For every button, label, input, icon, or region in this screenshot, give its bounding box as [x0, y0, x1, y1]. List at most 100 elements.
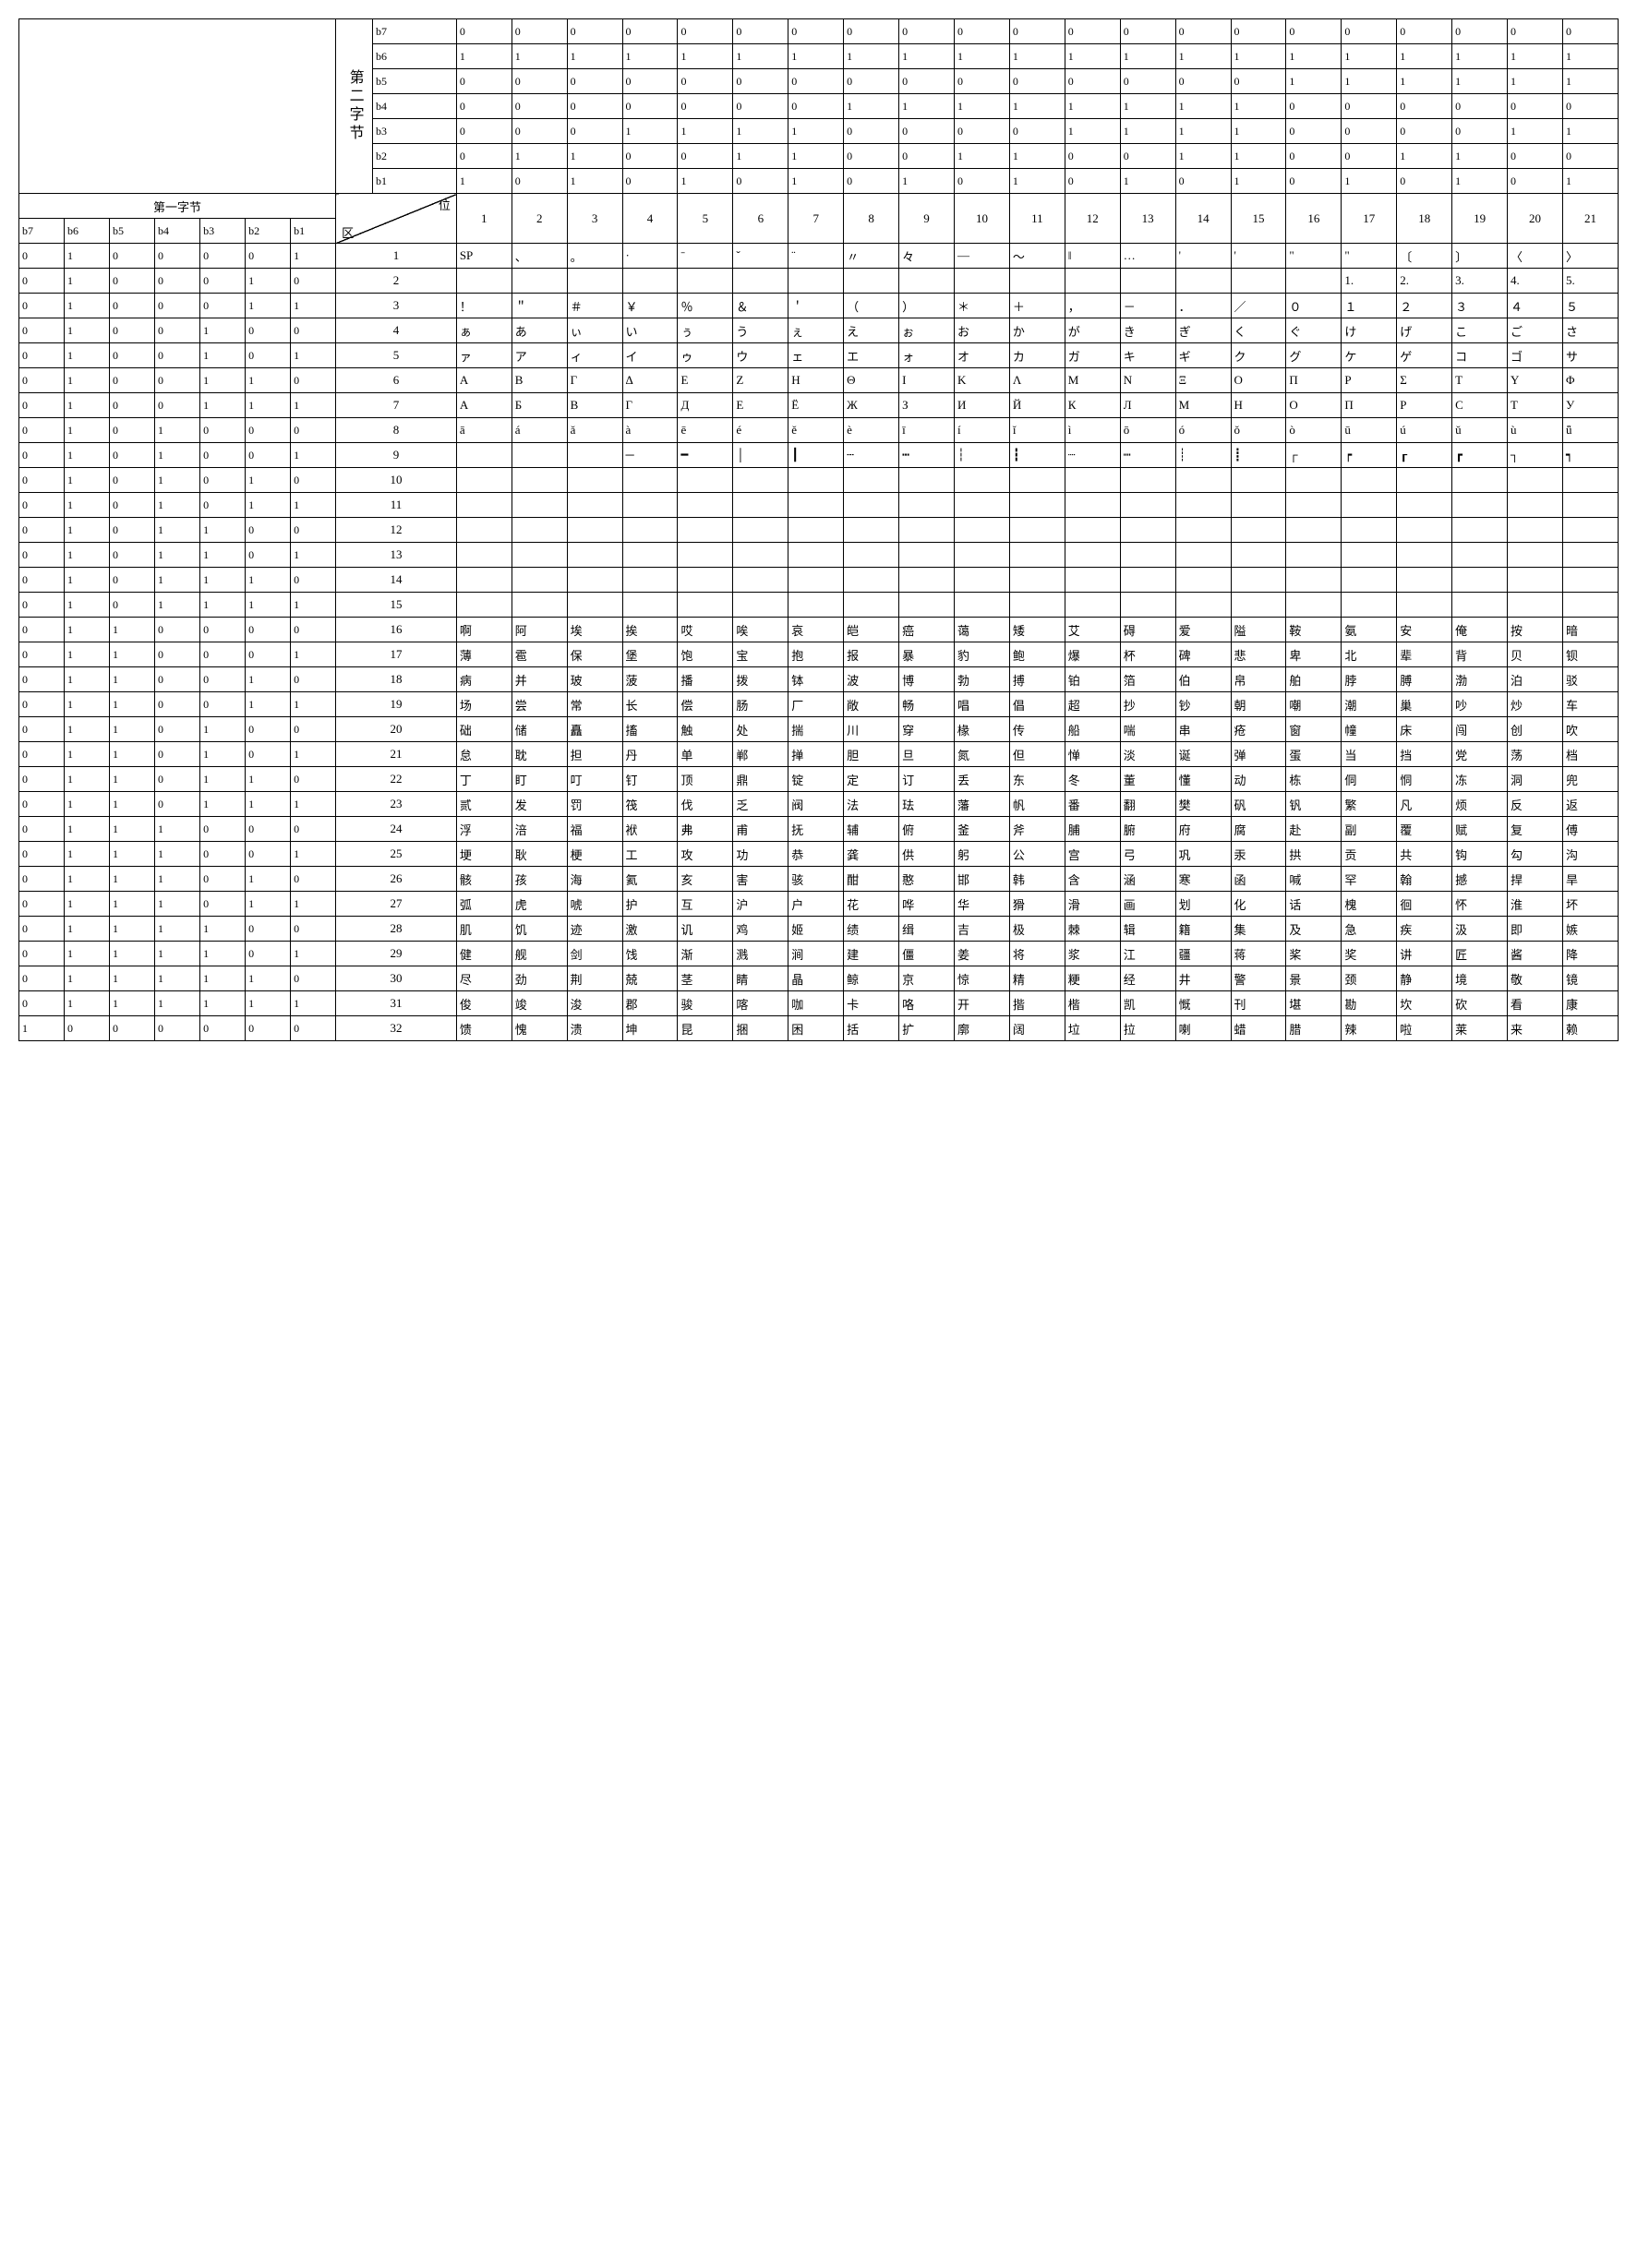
- first-byte-header-b5: b5: [110, 219, 155, 244]
- data-cell: [899, 269, 955, 294]
- first-byte-bit: 1: [155, 942, 200, 966]
- second-byte-b3-col7: 1: [788, 119, 844, 144]
- data-cell: け: [1342, 318, 1397, 343]
- data-cell: 俺: [1452, 618, 1508, 642]
- second-byte-b3-col17: 0: [1342, 119, 1397, 144]
- data-cell: Ξ: [1175, 368, 1231, 393]
- second-byte-b4-col18: 0: [1397, 94, 1452, 119]
- second-byte-b5-col4: 0: [622, 69, 678, 94]
- data-cell: 巩: [1175, 842, 1231, 867]
- data-cell: è: [844, 418, 899, 443]
- first-byte-bit: 1: [19, 1016, 65, 1041]
- first-byte-bit: 1: [65, 493, 110, 518]
- data-cell: [1397, 543, 1452, 568]
- first-byte-bit: 1: [65, 368, 110, 393]
- data-cell: 矗: [567, 717, 622, 742]
- data-cell: 赴: [1286, 817, 1342, 842]
- first-byte-bit: 1: [65, 543, 110, 568]
- table-row: 011001018病并玻菠播拨钵波博勃搏铂箔伯帛舶脖膊渤泊驳: [19, 667, 1619, 692]
- data-cell: ┆: [954, 443, 1009, 468]
- data-cell: 场: [456, 692, 512, 717]
- data-cell: ┑: [1562, 443, 1618, 468]
- data-cell: 困: [788, 1016, 844, 1041]
- data-cell: 酣: [844, 867, 899, 892]
- data-cell: [844, 568, 899, 593]
- data-cell: 腑: [1120, 817, 1175, 842]
- second-byte-b5-col10: 0: [954, 69, 1009, 94]
- data-cell: [1452, 493, 1508, 518]
- first-byte-bit: 1: [291, 443, 336, 468]
- data-cell: 兢: [622, 966, 678, 991]
- second-byte-b4-col4: 0: [622, 94, 678, 119]
- first-byte-bit: 0: [200, 269, 246, 294]
- first-byte-bit: 1: [246, 991, 291, 1016]
- qu-number: 29: [336, 942, 457, 966]
- data-cell: 护: [622, 892, 678, 917]
- data-cell: ǒ: [1231, 418, 1286, 443]
- first-byte-bit: 0: [246, 917, 291, 942]
- data-cell: ＂: [512, 294, 567, 318]
- second-byte-b4-col19: 0: [1452, 94, 1508, 119]
- data-cell: ó: [1175, 418, 1231, 443]
- first-byte-bit: 0: [19, 543, 65, 568]
- data-cell: 姬: [788, 917, 844, 942]
- bit-name-b3: b3: [373, 119, 457, 144]
- first-byte-bit: 0: [19, 269, 65, 294]
- data-cell: 叮: [567, 767, 622, 792]
- data-cell: 京: [899, 966, 955, 991]
- data-cell: 户: [788, 892, 844, 917]
- first-byte-bit: 1: [65, 568, 110, 593]
- first-byte-bit: 0: [19, 568, 65, 593]
- first-byte-bit: 0: [200, 892, 246, 917]
- first-byte-bit: 1: [246, 792, 291, 817]
- data-cell: 乏: [733, 792, 788, 817]
- first-byte-bit: 1: [65, 867, 110, 892]
- column-number-11: 11: [1009, 194, 1065, 244]
- first-byte-bit: 1: [110, 842, 155, 867]
- first-byte-bit: 0: [19, 468, 65, 493]
- second-byte-b7-col18: 0: [1397, 19, 1452, 44]
- data-cell: ０: [1286, 294, 1342, 318]
- data-cell: [733, 269, 788, 294]
- data-cell: ┅: [899, 443, 955, 468]
- data-cell: ／: [1231, 294, 1286, 318]
- data-cell: 涵: [1120, 867, 1175, 892]
- data-cell: ┐: [1508, 443, 1563, 468]
- data-cell: 镜: [1562, 966, 1618, 991]
- data-cell: 副: [1342, 817, 1397, 842]
- second-byte-b4-col10: 1: [954, 94, 1009, 119]
- data-cell: 栋: [1286, 767, 1342, 792]
- data-cell: Τ: [1452, 368, 1508, 393]
- data-cell: [1342, 593, 1397, 618]
- data-cell: [567, 443, 622, 468]
- data-cell: ì: [1065, 418, 1120, 443]
- data-cell: 孩: [512, 867, 567, 892]
- data-cell: 开: [954, 991, 1009, 1016]
- first-byte-bit: 0: [155, 343, 200, 368]
- data-cell: 缉: [899, 917, 955, 942]
- data-cell: [1452, 518, 1508, 543]
- column-number-8: 8: [844, 194, 899, 244]
- first-byte-header-b3: b3: [200, 219, 246, 244]
- first-byte-bit: 0: [291, 618, 336, 642]
- data-cell: [1342, 468, 1397, 493]
- data-cell: [1508, 543, 1563, 568]
- data-cell: お: [954, 318, 1009, 343]
- second-byte-b1-col19: 1: [1452, 169, 1508, 194]
- data-cell: 茎: [678, 966, 733, 991]
- data-cell: Ε: [678, 368, 733, 393]
- second-byte-b2-col3: 1: [567, 144, 622, 169]
- data-cell: 剑: [567, 942, 622, 966]
- data-cell: Ρ: [1342, 368, 1397, 393]
- second-byte-b4-col20: 0: [1508, 94, 1563, 119]
- data-cell: [678, 468, 733, 493]
- data-cell: ！: [456, 294, 512, 318]
- data-cell: [1397, 468, 1452, 493]
- second-byte-b2-col9: 0: [899, 144, 955, 169]
- first-byte-header-b6: b6: [65, 219, 110, 244]
- data-cell: [1342, 568, 1397, 593]
- first-byte-bit: 1: [291, 642, 336, 667]
- data-cell: [456, 443, 512, 468]
- data-cell: 膊: [1397, 667, 1452, 692]
- second-byte-b2-col15: 1: [1231, 144, 1286, 169]
